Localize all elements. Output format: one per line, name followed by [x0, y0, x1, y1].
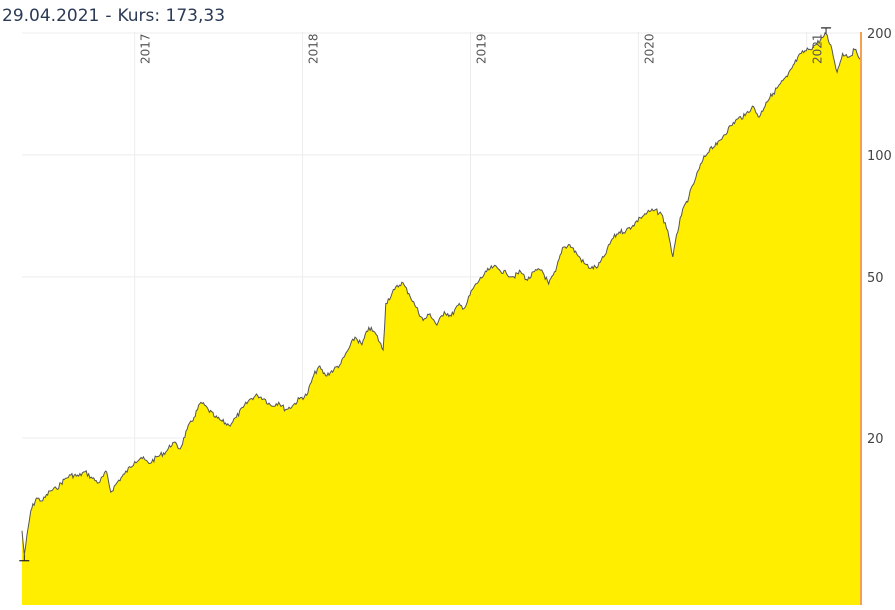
price-value: 173,33 — [165, 6, 226, 26]
y-tick-100: 100 — [867, 149, 892, 164]
price-label: Kurs: — [117, 6, 161, 26]
year-label-2020: 2020 — [642, 33, 656, 64]
y-axis-ticks: 200 100 50 20 — [867, 27, 892, 447]
chart-header: 29.04.2021- Kurs: 173,33 — [2, 6, 225, 26]
quote-date: 29.04.2021 — [2, 6, 100, 26]
y-tick-200: 200 — [867, 27, 892, 42]
year-label-2017: 2017 — [139, 33, 153, 64]
year-label-2021: 2021 — [811, 33, 825, 64]
x-axis-years: 2017 2018 2019 2020 2021 — [139, 33, 825, 64]
y-tick-50: 50 — [867, 271, 884, 286]
price-line — [21, 31, 862, 555]
min-marker — [19, 554, 30, 562]
max-marker — [821, 27, 832, 34]
year-label-2019: 2019 — [474, 33, 488, 64]
extreme-markers — [19, 27, 832, 562]
year-label-2018: 2018 — [307, 33, 321, 64]
y-tick-20: 20 — [867, 432, 884, 447]
header-separator: - — [105, 6, 112, 26]
price-area — [22, 32, 861, 605]
